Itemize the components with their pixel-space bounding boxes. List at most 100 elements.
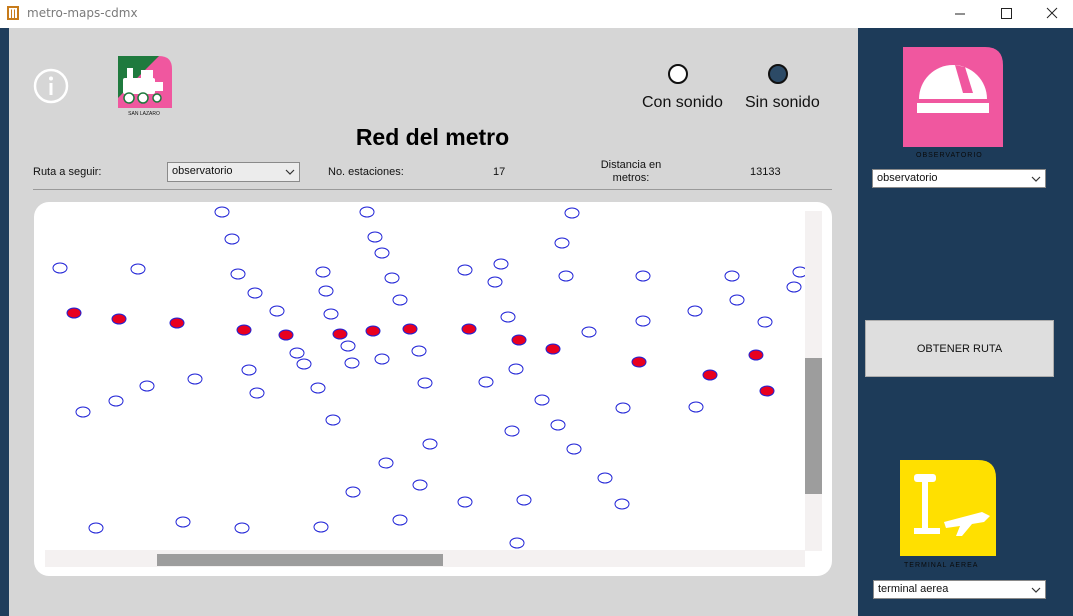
station-marker[interactable] [269,305,285,317]
station-marker[interactable] [175,516,191,528]
station-marker[interactable] [566,443,582,455]
station-marker[interactable] [457,496,473,508]
station-marker[interactable] [422,438,438,450]
station-marker[interactable] [359,206,375,218]
sound-on-radio[interactable] [668,64,688,84]
route-station-marker[interactable] [759,385,775,397]
station-marker[interactable] [729,294,745,306]
station-marker[interactable] [234,522,250,534]
vertical-scrollbar-thumb[interactable] [805,358,822,494]
station-marker[interactable] [75,406,91,418]
station-marker[interactable] [378,457,394,469]
station-marker[interactable] [88,522,104,534]
close-button[interactable] [1029,0,1073,28]
route-station-marker[interactable] [748,349,764,361]
station-marker[interactable] [392,514,408,526]
route-station-marker[interactable] [461,323,477,335]
station-marker[interactable] [558,270,574,282]
station-marker[interactable] [614,498,630,510]
station-marker[interactable] [374,247,390,259]
station-marker[interactable] [411,345,427,357]
station-marker[interactable] [367,231,383,243]
station-marker[interactable] [493,258,509,270]
station-marker[interactable] [130,263,146,275]
route-station-marker[interactable] [332,328,348,340]
station-marker[interactable] [457,264,473,276]
station-marker[interactable] [516,494,532,506]
maximize-button[interactable] [983,0,1029,28]
route-station-marker[interactable] [169,317,185,329]
station-marker[interactable] [313,521,329,533]
station-marker[interactable] [310,382,326,394]
station-marker[interactable] [635,315,651,327]
route-station-marker[interactable] [236,324,252,336]
route-station-marker[interactable] [278,329,294,341]
station-marker[interactable] [635,270,651,282]
route-station-marker[interactable] [111,313,127,325]
station-marker[interactable] [534,394,550,406]
station-marker[interactable] [688,401,704,413]
route-station-marker[interactable] [402,323,418,335]
station-marker[interactable] [615,402,631,414]
close-icon [1046,7,1058,19]
station-marker[interactable] [224,233,240,245]
station-marker[interactable] [384,272,400,284]
station-marker[interactable] [392,294,408,306]
station-marker[interactable] [487,276,503,288]
route-station-marker[interactable] [545,343,561,355]
station-marker[interactable] [724,270,740,282]
station-marker[interactable] [786,281,802,293]
metro-map-frame[interactable] [34,202,832,576]
station-marker[interactable] [187,373,203,385]
metro-map[interactable] [34,202,832,576]
route-select[interactable]: observatorio [167,162,300,182]
sound-on-label: Con sonido [642,94,723,111]
station-marker[interactable] [318,285,334,297]
station-marker[interactable] [757,316,773,328]
route-station-marker[interactable] [365,325,381,337]
route-station-marker[interactable] [66,307,82,319]
info-icon[interactable] [33,68,69,104]
sound-off-radio[interactable] [768,64,788,84]
station-marker[interactable] [344,357,360,369]
station-marker[interactable] [581,326,597,338]
station-marker[interactable] [230,268,246,280]
station-marker[interactable] [412,479,428,491]
station-marker[interactable] [247,287,263,299]
station-marker[interactable] [509,537,525,549]
station-marker[interactable] [52,262,68,274]
route-station-marker[interactable] [631,356,647,368]
station-marker[interactable] [241,364,257,376]
route-station-marker[interactable] [702,369,718,381]
minimize-button[interactable] [937,0,983,28]
station-marker[interactable] [504,425,520,437]
station-marker[interactable] [478,376,494,388]
origin-select[interactable]: observatorio [872,169,1046,188]
horizontal-scrollbar-thumb[interactable] [157,554,443,566]
station-marker[interactable] [249,387,265,399]
station-marker[interactable] [687,305,703,317]
get-route-button[interactable]: OBTENER RUTA [865,320,1054,377]
station-marker[interactable] [325,414,341,426]
station-marker[interactable] [289,347,305,359]
station-marker[interactable] [550,419,566,431]
route-station-marker[interactable] [511,334,527,346]
station-marker[interactable] [417,377,433,389]
origin-select-value: observatorio [877,172,938,184]
destination-select[interactable]: terminal aerea [873,580,1046,599]
station-marker[interactable] [508,363,524,375]
station-marker[interactable] [323,308,339,320]
station-marker[interactable] [554,237,570,249]
station-marker[interactable] [340,340,356,352]
stations-label: No. estaciones: [328,166,404,178]
station-marker[interactable] [296,358,312,370]
station-marker[interactable] [315,266,331,278]
station-marker[interactable] [500,311,516,323]
station-marker[interactable] [108,395,124,407]
station-marker[interactable] [374,353,390,365]
station-marker[interactable] [214,206,230,218]
station-marker[interactable] [345,486,361,498]
station-marker[interactable] [564,207,580,219]
station-marker[interactable] [139,380,155,392]
station-marker[interactable] [597,472,613,484]
